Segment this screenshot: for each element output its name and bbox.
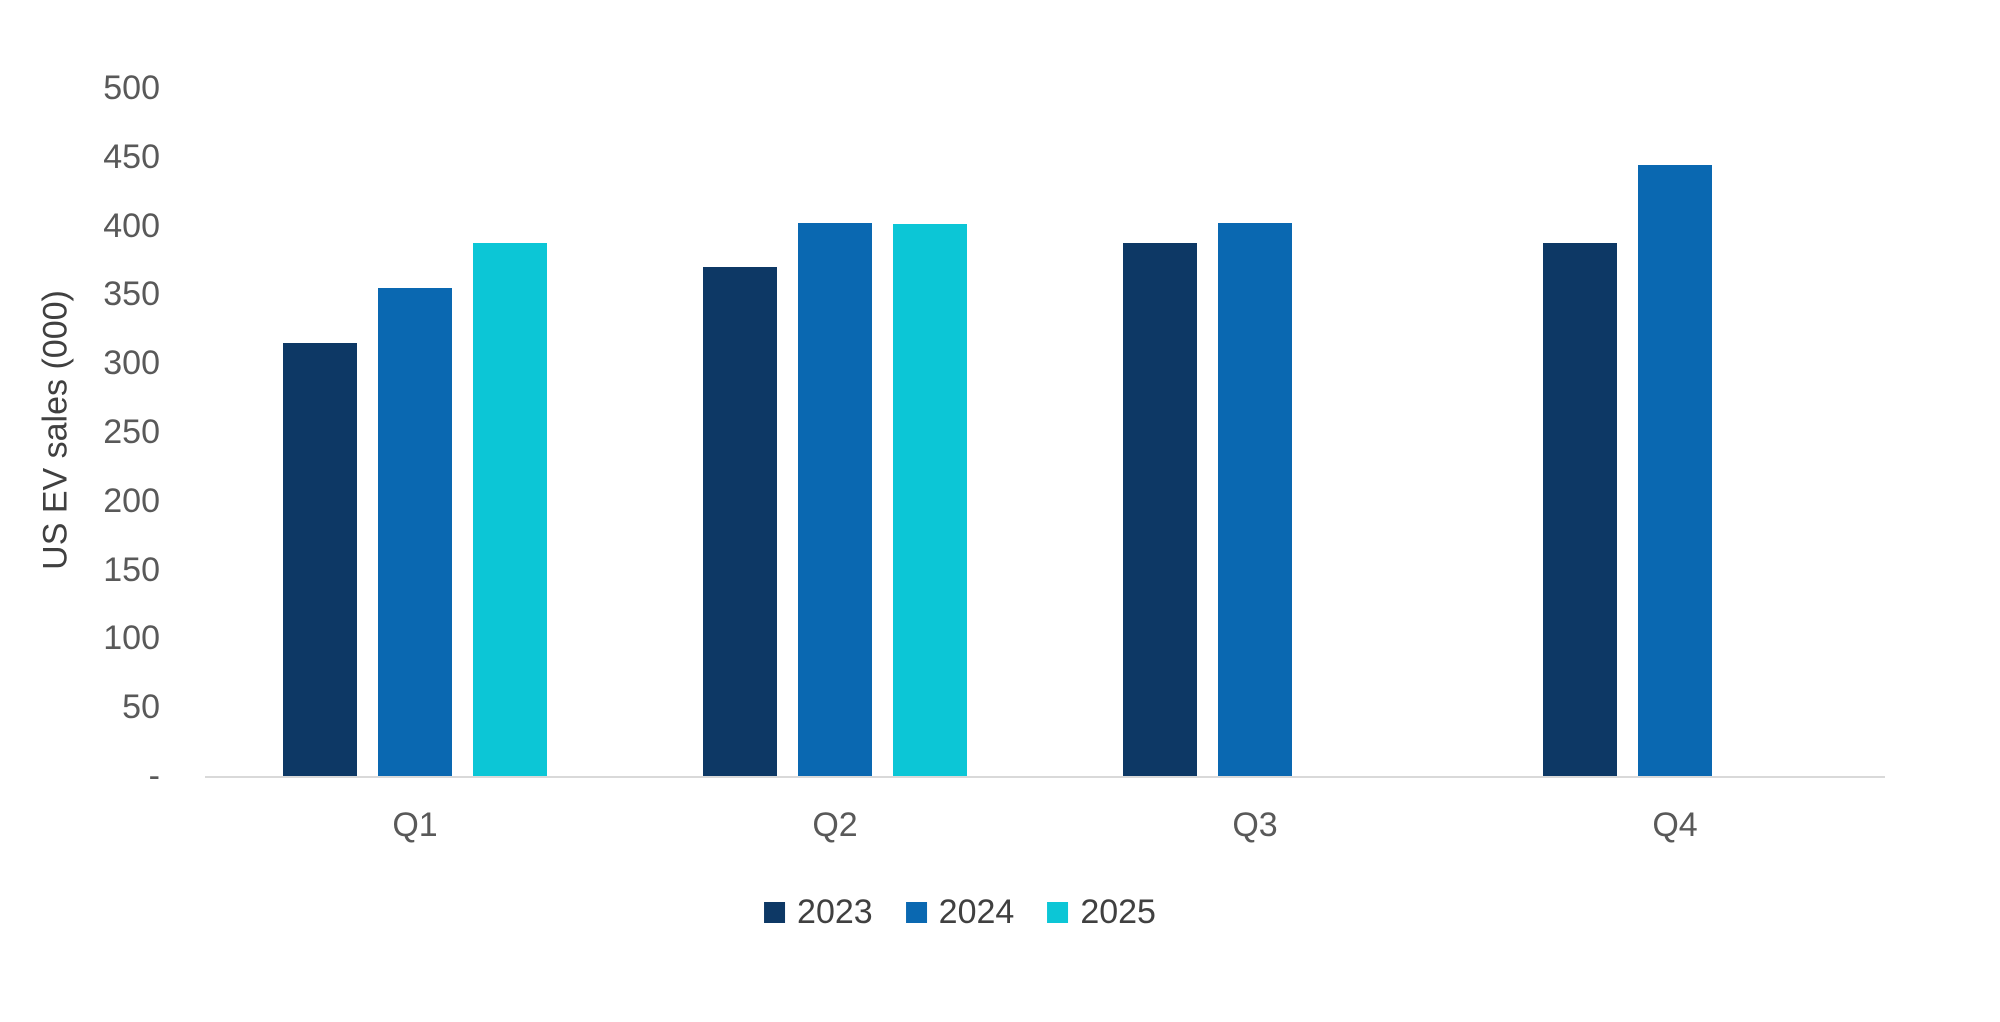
- legend-entry-2024: 2024: [905, 892, 1015, 932]
- x-category-label-q2: Q2: [812, 806, 858, 844]
- bar-2025-q1: [473, 243, 547, 776]
- y-tick-label-300: 300: [103, 344, 160, 383]
- y-tick-label-50: 50: [122, 688, 160, 727]
- legend: 2023 2024 2025: [764, 892, 1156, 932]
- bar-2024-q4: [1638, 165, 1712, 776]
- bar-group-q1: [205, 88, 625, 776]
- y-tick-label-100: 100: [103, 619, 160, 658]
- bar-2025-q2: [893, 224, 967, 776]
- legend-label: 2025: [1080, 893, 1156, 931]
- y-tick-label-350: 350: [103, 275, 160, 314]
- y-tick-label-250: 250: [103, 413, 160, 451]
- bar-2023-q4: [1543, 243, 1617, 776]
- y-tick-label-200: 200: [103, 481, 160, 520]
- bar-2024-q2: [798, 223, 872, 776]
- y-tick-label-150: 150: [103, 550, 160, 589]
- legend-label: 2023: [797, 893, 873, 931]
- bar-group-q2: [625, 88, 1045, 776]
- x-category-label-q1: Q1: [392, 806, 438, 844]
- bar-2023-q3: [1123, 243, 1197, 776]
- bar-2024-q1: [378, 288, 452, 776]
- legend-swatch-icon: [1047, 901, 1069, 923]
- legend-label: 2024: [938, 893, 1015, 931]
- legend-entry-2025: 2025: [1047, 892, 1156, 932]
- x-category-label-q3: Q3: [1232, 806, 1278, 844]
- bar-2023-q2: [703, 267, 777, 776]
- x-axis-line: [205, 776, 1885, 778]
- y-tick-label-0: -: [148, 757, 160, 795]
- x-category-label-q4: Q4: [1652, 806, 1698, 844]
- y-tick-label-450: 450: [103, 137, 160, 176]
- bar-group-q4: [1465, 88, 1885, 776]
- bar-group-q3: [1045, 88, 1465, 776]
- bar-2024-q3: [1218, 223, 1292, 776]
- legend-entry-2023: 2023: [764, 892, 873, 932]
- y-tick-label-500: 500: [103, 69, 160, 107]
- legend-swatch-icon: [905, 901, 927, 923]
- y-tick-label-400: 400: [103, 206, 160, 245]
- legend-swatch-icon: [764, 901, 786, 923]
- bar-2023-q1: [283, 343, 357, 776]
